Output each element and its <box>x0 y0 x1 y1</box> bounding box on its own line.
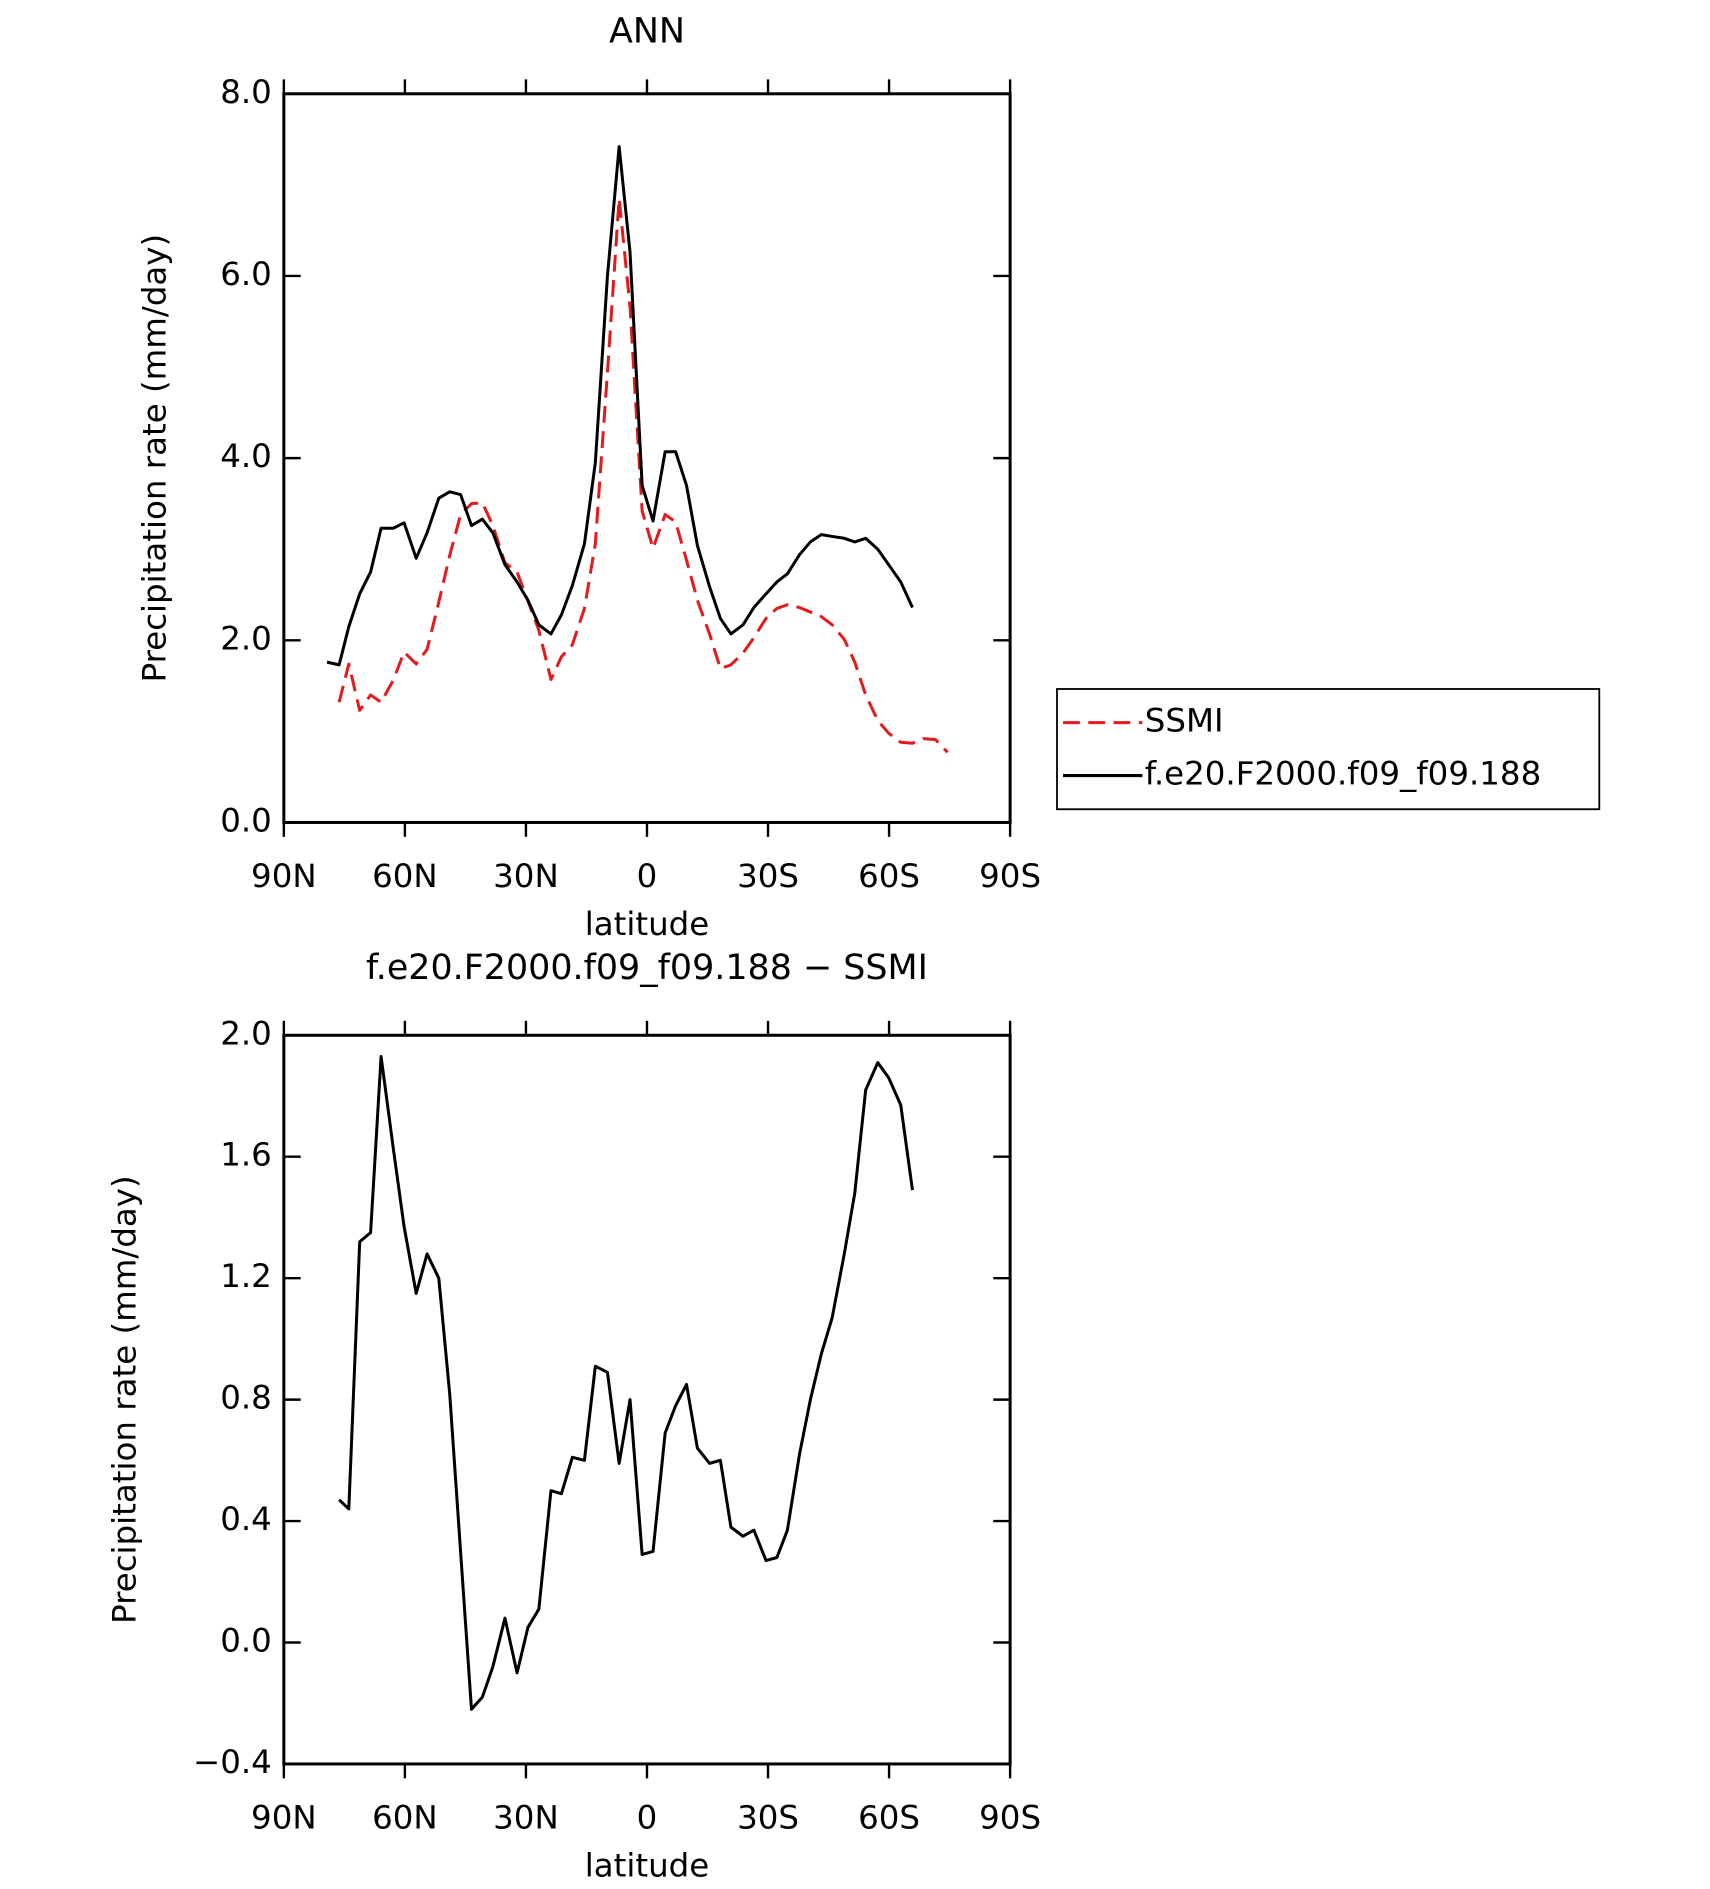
y-tick-label: 6.0 <box>220 255 272 293</box>
x-axis-label: latitude <box>585 905 710 943</box>
y-tick-label: 0.0 <box>220 801 272 839</box>
x-tick-label: 0 <box>637 1798 658 1836</box>
y-axis-label: Precipitation rate (mm/day) <box>105 1175 143 1624</box>
y-tick-label: 2.0 <box>220 619 272 657</box>
x-tick-label: 0 <box>637 857 658 895</box>
x-tick-label: 30S <box>737 1798 799 1836</box>
x-axis-label: latitude <box>585 1846 710 1884</box>
x-tick-label: 60S <box>858 857 920 895</box>
y-axis-label: Precipitation rate (mm/day) <box>135 234 173 683</box>
data-line <box>338 1055 914 1711</box>
legend-box <box>1056 688 1601 811</box>
y-tick-label: 1.2 <box>220 1257 272 1295</box>
chart-title: ANN <box>609 11 685 51</box>
y-tick-label: 2.0 <box>220 1014 272 1052</box>
x-tick-label: 90S <box>979 857 1041 895</box>
plot-frame <box>282 92 1012 824</box>
chart-title: f.e20.F2000.f09_f09.188 − SSMI <box>366 948 928 988</box>
data-line <box>326 145 914 667</box>
y-tick-label: 0.8 <box>220 1379 272 1417</box>
y-tick-label: 0.0 <box>220 1622 272 1660</box>
x-tick-label: 60S <box>858 1798 920 1836</box>
x-tick-label: 90N <box>251 1798 317 1836</box>
x-tick-label: 90N <box>251 857 317 895</box>
x-tick-label: 30N <box>493 857 559 895</box>
y-tick-label: 4.0 <box>220 437 272 475</box>
y-tick-label: 1.6 <box>220 1136 272 1174</box>
x-tick-label: 60N <box>372 1798 438 1836</box>
y-tick-label: −0.4 <box>193 1743 272 1781</box>
y-tick-label: 0.4 <box>220 1500 272 1538</box>
x-tick-label: 30N <box>493 1798 559 1836</box>
x-tick-label: 30S <box>737 857 799 895</box>
legend-label: f.e20.F2000.f09_f09.188 <box>1145 755 1541 793</box>
legend-label: SSMI <box>1145 702 1224 740</box>
x-tick-label: 60N <box>372 857 438 895</box>
y-tick-label: 8.0 <box>220 73 272 111</box>
data-line <box>337 197 949 754</box>
x-tick-label: 90S <box>979 1798 1041 1836</box>
